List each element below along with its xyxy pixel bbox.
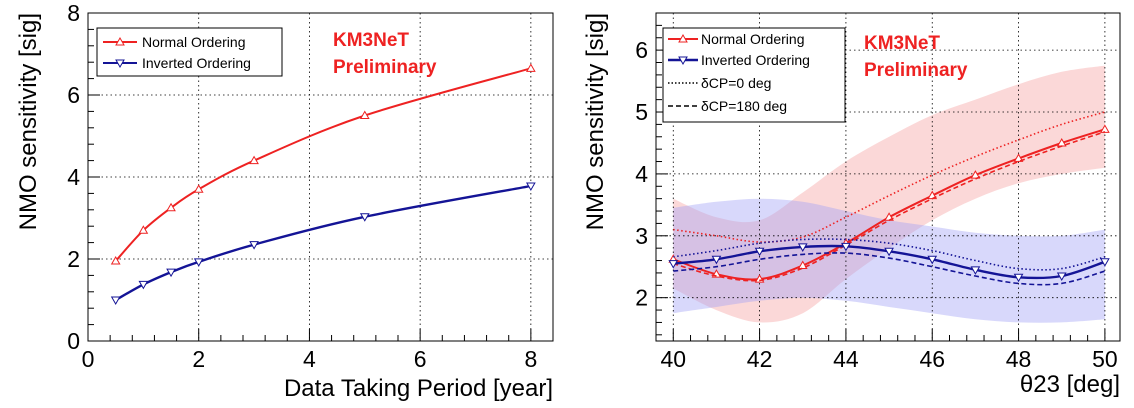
right-series-3-point-0 — [668, 260, 679, 269]
left-series-1-point-2 — [166, 268, 176, 278]
right-series-line-5 — [673, 252, 1106, 286]
right-y-tick-label-4: 6 — [635, 37, 648, 63]
right-y-tick-label-3: 5 — [635, 99, 648, 125]
right-annotation-line-1: KM3NeT — [864, 33, 940, 54]
left-series-0-point-4 — [249, 155, 259, 165]
right-legend: Normal Ordering Inverted Ordering δCP=0 … — [662, 27, 846, 123]
right-series-3-point-3 — [797, 243, 808, 252]
right-series-3-point-1 — [711, 255, 722, 265]
right-x-tick-label-3: 46 — [919, 346, 945, 372]
left-series-0-point-1 — [138, 225, 149, 234]
right-legend-inverted-marker — [678, 56, 688, 66]
left-y-tick-label-1: 2 — [67, 246, 80, 272]
right-band-1 — [673, 198, 1105, 323]
right-series-line-2 — [673, 131, 1106, 282]
left-legend-inverted-label: Inverted Ordering — [142, 55, 251, 71]
right-x-tick-label-0: 40 — [660, 346, 686, 372]
right-plot-frame — [655, 12, 1121, 342]
right-ticks: 40 42 44 46 48 50 2 3 4 5 6 — [635, 12, 1118, 372]
right-y-tick-label-2: 4 — [635, 161, 648, 187]
left-y-tick-label-3: 6 — [67, 82, 80, 108]
right-series-3-point-8 — [1013, 273, 1024, 283]
left-series-1-point-5 — [359, 213, 370, 222]
right-series-3-point-4 — [841, 242, 851, 252]
right-x-tick-label-4: 48 — [1006, 346, 1032, 372]
left-y-tick-label-0: 0 — [67, 328, 80, 354]
right-legend-inverted-label: Inverted Ordering — [701, 52, 810, 68]
right-y-tick-label-0: 2 — [635, 285, 648, 311]
left-legend-normal-marker — [115, 36, 125, 46]
right-series-3-point-10 — [1100, 258, 1110, 267]
right-x-tick-label-5: 50 — [1092, 346, 1118, 372]
right-chart: 40 42 44 46 48 50 2 3 4 5 6 Normal Ordering Invert… — [582, 12, 1121, 398]
right-series-3-point-7 — [970, 266, 981, 275]
left-series-1-point-6 — [525, 182, 536, 192]
left-legend-normal-label: Normal Ordering — [142, 34, 245, 50]
right-series-0-point-3 — [797, 260, 808, 269]
left-series-line-0 — [114, 67, 532, 262]
right-series-line-1 — [673, 111, 1106, 243]
left-x-tick-label-0: 0 — [82, 346, 95, 372]
right-series-3-point-2 — [754, 247, 765, 257]
left-x-tick-label-4: 8 — [524, 346, 537, 372]
right-x-axis-label: θ23 [deg] — [1020, 371, 1120, 398]
right-band-0 — [673, 65, 1105, 323]
left-series-1-point-4 — [249, 241, 259, 250]
left-chart: 0 2 4 6 8 0 2 4 6 8 Normal Ordering Inverted Orde… — [15, 0, 554, 402]
right-series-3-point-6 — [927, 255, 938, 265]
left-legend-inverted-marker — [115, 59, 125, 69]
left-series-0-point-6 — [525, 63, 536, 72]
right-y-axis-label: NMO sensitivity [sig] — [582, 13, 609, 230]
left-series-0-point-0 — [110, 256, 121, 265]
left-series-1-point-1 — [138, 280, 149, 290]
right-series-line-4 — [673, 238, 1106, 271]
left-ticks: 0 2 4 6 8 0 2 4 6 8 — [67, 0, 554, 372]
left-series-0-point-2 — [166, 202, 176, 212]
right-y-tick-label-1: 3 — [635, 223, 648, 249]
left-y-tick-label-2: 4 — [67, 164, 80, 190]
right-series — [668, 111, 1110, 286]
left-x-axis-label: Data Taking Period [year] — [284, 375, 553, 402]
right-legend-dashed-label: δCP=180 deg — [701, 98, 787, 114]
left-series-1-point-3 — [193, 258, 204, 267]
left-series-1-point-0 — [110, 296, 121, 306]
left-series-0-point-3 — [193, 184, 204, 193]
left-annotation-line-1: KM3NeT — [333, 30, 409, 51]
right-series-0-point-8 — [1013, 153, 1024, 162]
right-bands — [673, 65, 1105, 323]
left-y-axis-label: NMO sensitivity [sig] — [15, 13, 42, 230]
left-legend: Normal Ordering Inverted Ordering — [96, 27, 283, 77]
right-series-3-point-9 — [1056, 272, 1067, 282]
left-x-tick-label-3: 6 — [414, 346, 427, 372]
right-annotation-line-2: Preliminary — [864, 60, 968, 81]
right-legend-normal-label: Normal Ordering — [701, 31, 804, 47]
left-legend-box — [96, 27, 283, 77]
left-x-tick-label-2: 4 — [303, 346, 316, 372]
right-x-tick-label-1: 42 — [747, 346, 773, 372]
left-x-tick-label-1: 2 — [192, 346, 205, 372]
right-legend-dotted-label: δCP=0 deg — [701, 75, 771, 91]
left-y-tick-label-4: 8 — [67, 0, 80, 26]
left-series — [110, 63, 536, 306]
left-series-0-point-5 — [359, 110, 370, 119]
right-series-3-point-5 — [884, 247, 894, 257]
left-annotation-line-2: Preliminary — [333, 57, 437, 78]
right-x-tick-label-2: 44 — [833, 346, 859, 372]
right-legend-normal-marker — [678, 33, 688, 43]
